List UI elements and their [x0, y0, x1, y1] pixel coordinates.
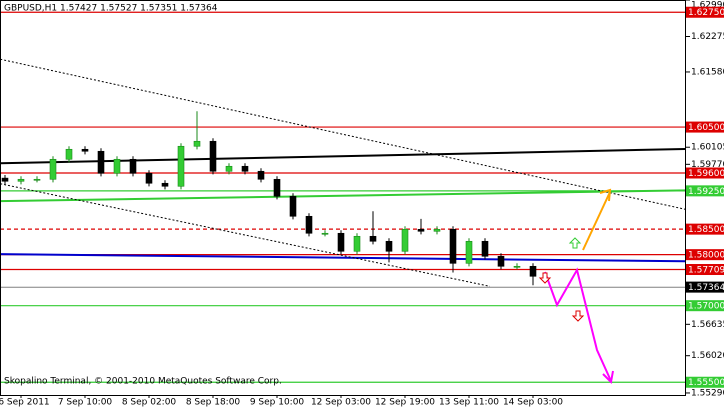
trendline	[0, 189, 686, 203]
plot	[0, 11, 686, 383]
candle-body	[193, 140, 201, 147]
candle-body	[113, 158, 121, 174]
x-tick-label: 8 Sep 02:00	[122, 398, 177, 407]
x-tick-label: 8 Sep 18:00	[186, 398, 241, 407]
level-label-box	[686, 167, 724, 179]
candle-body	[273, 178, 281, 197]
trendline	[0, 58, 686, 210]
level-label-box	[686, 6, 724, 18]
level-label: 1.58500	[688, 225, 724, 235]
candle-body	[129, 158, 137, 174]
candle-body	[369, 235, 377, 242]
level-label-box	[686, 376, 724, 388]
candle-body	[49, 158, 57, 180]
candle-body	[449, 228, 457, 264]
candle-body	[513, 265, 521, 268]
candle-body	[225, 165, 233, 172]
x-tick-label: 12 Sep 19:00	[375, 398, 435, 407]
candle-body	[401, 228, 409, 252]
y-tick-label: 1.62275	[691, 32, 724, 42]
up-arrow-icon	[568, 237, 582, 249]
candle-body	[305, 215, 313, 234]
level-label: 1.62750	[688, 8, 724, 18]
level-label: 1.57000	[688, 302, 724, 312]
level-label-box	[686, 249, 724, 261]
candle-body	[497, 255, 505, 267]
x-tick-label: 9 Sep 10:00	[250, 398, 305, 407]
trendline	[0, 253, 686, 263]
level-label: 1.55500	[688, 378, 724, 388]
candle-body	[17, 178, 25, 182]
chart-title: GBPUSD,H1 1.57427 1.57527 1.57351 1.5736…	[4, 4, 218, 14]
candle-body	[417, 228, 425, 232]
candle-body	[289, 195, 297, 217]
y-tick-label: 1.59770	[691, 160, 724, 170]
candle-body	[529, 265, 537, 277]
level-label: 1.57709	[688, 266, 724, 276]
trendline	[0, 183, 490, 287]
candle-body	[1, 177, 9, 182]
level-label-box	[686, 264, 724, 276]
arrow-head	[602, 370, 614, 385]
candle-body	[385, 240, 393, 252]
candle-body	[33, 178, 41, 181]
level-label-box	[686, 121, 724, 133]
candle-body	[65, 148, 73, 160]
candle-body	[145, 172, 153, 184]
plot-border	[0, 0, 686, 396]
level-label-box	[686, 281, 724, 293]
x-tick-label: 7 Sep 10:00	[58, 398, 113, 407]
candle-body	[81, 148, 89, 152]
level-label: 1.58000	[688, 251, 724, 261]
x-tick-label: 13 Sep 11:00	[439, 398, 499, 407]
candle-body	[481, 240, 489, 257]
candle-body	[353, 235, 361, 252]
x-tick-label: 6 Sep 2011	[0, 398, 50, 407]
level-label-box	[686, 223, 724, 235]
forecast-drawings	[538, 188, 614, 385]
arrow-head	[599, 188, 612, 202]
x-tick-label: 12 Sep 03:00	[311, 398, 371, 407]
y-tick-label: 1.61580	[691, 67, 724, 77]
level-label: 1.59600	[688, 169, 724, 179]
candle-body	[161, 182, 169, 187]
x-tick-label: 14 Sep 03:00	[503, 398, 563, 407]
candle-body	[257, 170, 265, 180]
level-label: 1.59250	[688, 187, 724, 197]
level-label-box	[686, 300, 724, 312]
footer: Skopalino Terminal, © 2001-2010 MetaQuot…	[4, 377, 282, 387]
candle-body	[433, 228, 441, 232]
candle-body	[337, 232, 345, 252]
y-tick-label: 1.60105	[691, 143, 724, 153]
forecast-path-down	[544, 267, 612, 382]
level-label-box	[686, 185, 724, 197]
level-label: 1.60500	[688, 123, 724, 133]
y-tick-label: 1.55290	[691, 388, 724, 398]
candle-body	[321, 232, 329, 235]
y-tick-label: 1.56020	[691, 351, 724, 361]
candle-body	[465, 240, 473, 264]
forecast-arrow-up	[582, 191, 611, 251]
candle-body	[209, 140, 217, 172]
down-arrow-icon	[538, 272, 552, 284]
down-arrow-icon	[571, 310, 585, 322]
candle-body	[97, 150, 105, 174]
y-tick-label: 1.62990	[691, 1, 724, 11]
candle-body	[177, 145, 185, 187]
candle-body	[241, 165, 249, 172]
y-tick-label: 1.56635	[691, 320, 724, 330]
level-label: 1.57364	[688, 283, 724, 293]
